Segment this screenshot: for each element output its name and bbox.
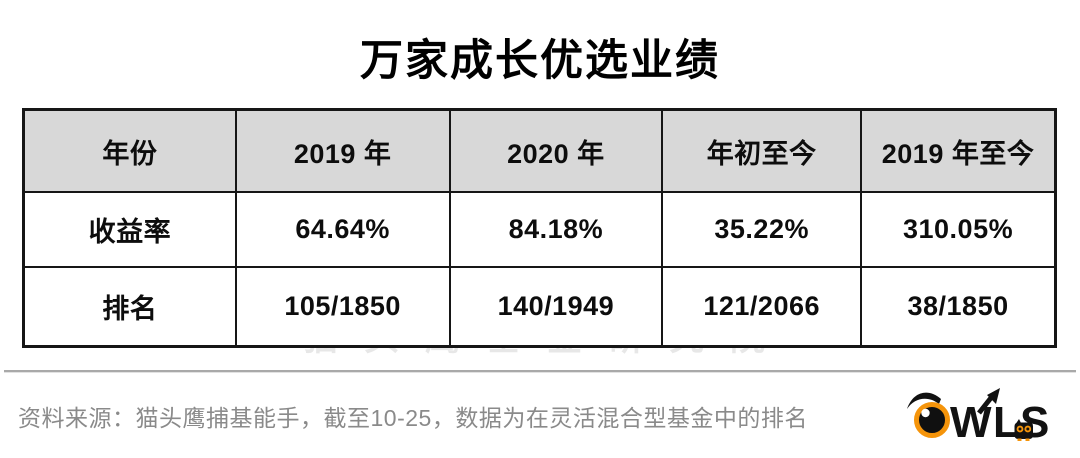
row-label-return: 收益率 [25, 193, 237, 268]
owl-eye-highlight [921, 408, 930, 418]
cell-rank-2020: 140/1949 [451, 267, 664, 345]
owls-logo: W L S [907, 388, 1049, 445]
header-cell-since-2019: 2019 年至今 [862, 111, 1054, 194]
header-cell-2020: 2020 年 [450, 111, 664, 194]
cell-return-2019: 64.64% [236, 193, 451, 268]
arrow-head-icon [987, 388, 1000, 404]
header-cell-ytd: 年初至今 [663, 111, 863, 194]
cell-rank-2019: 105/1850 [237, 267, 451, 345]
owl-eye-icon [914, 402, 950, 438]
small-owl-icon [1014, 419, 1033, 441]
header-cell-year: 年份 [25, 111, 237, 194]
header-cell-2019: 2019 年 [236, 111, 451, 194]
footer-divider [4, 370, 1076, 373]
row-label-rank: 排名 [25, 267, 237, 345]
cell-rank-since-2019: 38/1850 [907, 290, 1009, 321]
page-title: 万家成长优选业绩 [360, 37, 720, 85]
data-source-note: 资料来源：猫头鹰捕基能手，截至10-25，数据为在灵活混合型基金中的排名 [18, 405, 808, 431]
cell-return-since-2019: 310.05% [862, 193, 1054, 268]
cell-rank-ytd: 121/2066 [663, 267, 863, 345]
performance-table: 年份 2019 年 2020 年 年初至今 2019 年至今 收益率 64.64… [22, 108, 1057, 348]
cell-return-ytd: 35.22% [663, 193, 863, 268]
cell-return-2020: 84.18% [450, 193, 664, 268]
owl-horn-icon [907, 392, 941, 409]
